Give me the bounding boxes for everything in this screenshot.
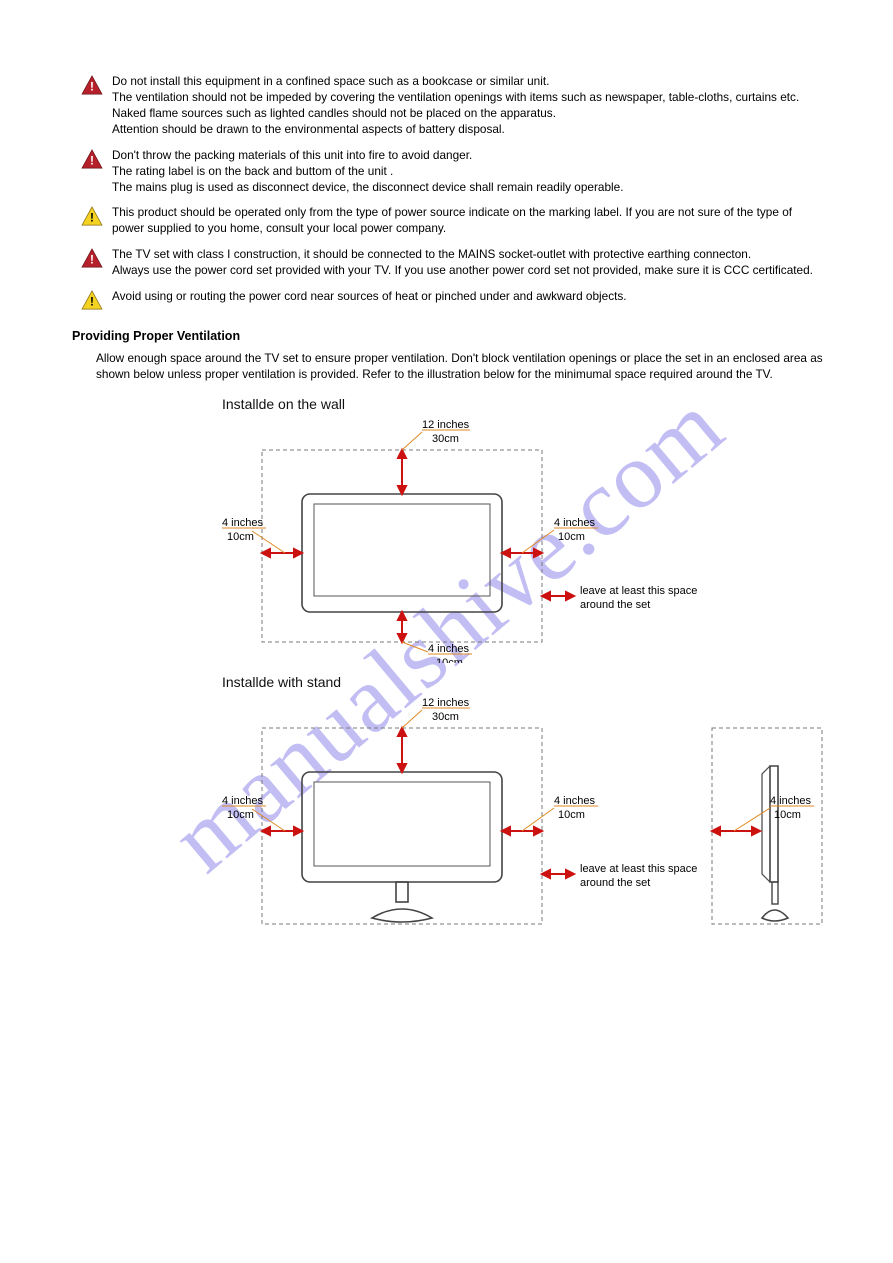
page-content: ! Do not install this equipment in a con… [0,0,893,946]
line: Attention should be drawn to the environ… [112,122,825,138]
diagram2-title: Installde with stand [222,673,825,692]
lbl: 12 inches [422,697,470,709]
line: Avoid using or routing the power cord ne… [112,289,825,305]
line: The ventilation should not be impeded by… [112,90,825,106]
safety-item-2: ! Don't throw the packing materials of t… [72,148,825,196]
line: Don't throw the packing materials of thi… [112,148,825,164]
diagram-wall: 12 inches 30cm 4 inches 10cm 4 inches 10… [222,418,742,663]
line: The mains plug is used as disconnect dev… [112,180,825,196]
lbl: 4 inches [222,517,263,529]
item-text: Don't throw the packing materials of thi… [112,148,825,196]
line: Naked flame sources such as lighted cand… [112,106,825,122]
lbl: 10cm [558,531,585,543]
item-text: Do not install this equipment in a confi… [112,74,825,138]
warning-icon: ! [72,247,112,268]
lbl: 10cm [774,809,801,821]
section-title: Providing Proper Ventilation [72,328,825,345]
lbl: 4 inches [770,795,811,807]
svg-text:!: ! [90,153,94,167]
note-line1: leave at least this space [580,585,697,597]
safety-item-3: ! This product should be operated only f… [72,205,825,237]
note-line2: around the set [580,599,650,611]
lbl: 4 inches [554,795,595,807]
warning-icon: ! [72,148,112,169]
svg-text:!: ! [90,253,94,267]
line: Do not install this equipment in a confi… [112,74,825,90]
safety-item-4: ! The TV set with class I construction, … [72,247,825,279]
safety-item-1: ! Do not install this equipment in a con… [72,74,825,138]
item-text: Avoid using or routing the power cord ne… [112,289,825,305]
lbl: 4 inches [428,643,469,655]
lbl: 12 inches [422,419,470,431]
svg-text:!: ! [90,295,94,309]
caution-icon: ! [72,289,112,310]
note-line1: leave at least this space [580,863,697,875]
item-text: The TV set with class I construction, it… [112,247,825,279]
lbl: 4 inches [222,795,263,807]
svg-text:!: ! [90,79,94,93]
line: The TV set with class I construction, it… [112,247,825,263]
warning-icon: ! [72,74,112,95]
diagram1-title: Installde on the wall [222,395,825,414]
note-line2: around the set [580,877,650,889]
line: Always use the power cord set provided w… [112,263,825,279]
lbl: 30cm [432,711,459,723]
section-body: Allow enough space around the TV set to … [96,351,825,383]
lbl: 10cm [436,657,463,663]
lbl: 10cm [227,809,254,821]
lbl: 30cm [432,433,459,445]
diagram-stand: 12 inches 30cm 4 inches 10cm 4 inches 10… [222,696,842,946]
lbl: 10cm [558,809,585,821]
safety-item-5: ! Avoid using or routing the power cord … [72,289,825,310]
item-text: This product should be operated only fro… [112,205,825,237]
line: This product should be operated only fro… [112,205,825,237]
svg-text:!: ! [90,211,94,225]
lbl: 4 inches [554,517,595,529]
lbl: 10cm [227,531,254,543]
caution-icon: ! [72,205,112,226]
line: The rating label is on the back and butt… [112,164,825,180]
